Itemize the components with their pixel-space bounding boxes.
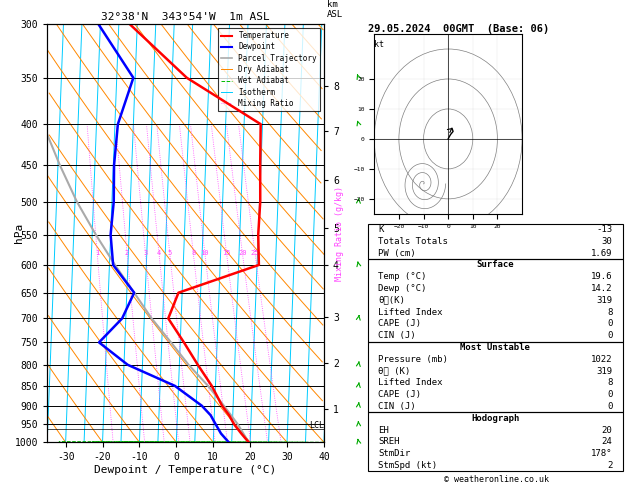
Title: 32°38'N  343°54'W  1m ASL: 32°38'N 343°54'W 1m ASL xyxy=(101,12,270,22)
Text: 178°: 178° xyxy=(591,449,613,458)
Bar xyxy=(368,413,623,471)
Text: 20: 20 xyxy=(238,250,247,256)
Text: 19.6: 19.6 xyxy=(591,272,613,281)
Bar xyxy=(368,342,623,413)
Text: hPa: hPa xyxy=(14,223,25,243)
Text: 2: 2 xyxy=(607,461,613,470)
Text: Mixing Ratio (g/kg): Mixing Ratio (g/kg) xyxy=(335,186,344,281)
Text: LCL: LCL xyxy=(309,421,324,431)
Legend: Temperature, Dewpoint, Parcel Trajectory, Dry Adiabat, Wet Adiabat, Isotherm, Mi: Temperature, Dewpoint, Parcel Trajectory… xyxy=(218,28,320,111)
Text: CIN (J): CIN (J) xyxy=(378,402,416,411)
Text: 1.69: 1.69 xyxy=(591,248,613,258)
Text: 5: 5 xyxy=(167,250,172,256)
Text: 0: 0 xyxy=(607,390,613,399)
Text: 1: 1 xyxy=(95,250,99,256)
Text: -13: -13 xyxy=(596,225,613,234)
Text: 24: 24 xyxy=(602,437,613,447)
Text: © weatheronline.co.uk: © weatheronline.co.uk xyxy=(445,474,549,484)
Text: CAPE (J): CAPE (J) xyxy=(378,319,421,329)
Text: 3: 3 xyxy=(143,250,148,256)
Text: 20: 20 xyxy=(602,426,613,434)
X-axis label: Dewpoint / Temperature (°C): Dewpoint / Temperature (°C) xyxy=(94,465,277,475)
Text: 8: 8 xyxy=(191,250,196,256)
Text: kt: kt xyxy=(374,40,384,49)
Text: PW (cm): PW (cm) xyxy=(378,248,416,258)
Text: Lifted Index: Lifted Index xyxy=(378,308,443,316)
Bar xyxy=(368,259,623,342)
Bar xyxy=(368,224,623,259)
Text: CIN (J): CIN (J) xyxy=(378,331,416,340)
Text: 8: 8 xyxy=(607,379,613,387)
Text: θᴄ(K): θᴄ(K) xyxy=(378,296,405,305)
Text: CAPE (J): CAPE (J) xyxy=(378,390,421,399)
Text: θᴄ (K): θᴄ (K) xyxy=(378,366,410,376)
Text: km
ASL: km ASL xyxy=(327,0,343,19)
Text: 0: 0 xyxy=(607,402,613,411)
Text: 30: 30 xyxy=(602,237,613,246)
Text: Totals Totals: Totals Totals xyxy=(378,237,448,246)
Text: Surface: Surface xyxy=(477,260,514,269)
Text: 0: 0 xyxy=(607,319,613,329)
Text: 14.2: 14.2 xyxy=(591,284,613,293)
Text: Hodograph: Hodograph xyxy=(471,414,520,423)
Text: 319: 319 xyxy=(596,366,613,376)
Text: StmSpd (kt): StmSpd (kt) xyxy=(378,461,437,470)
Text: EH: EH xyxy=(378,426,389,434)
Text: Most Unstable: Most Unstable xyxy=(460,343,530,352)
Text: 25: 25 xyxy=(251,250,259,256)
Text: Lifted Index: Lifted Index xyxy=(378,379,443,387)
Text: Pressure (mb): Pressure (mb) xyxy=(378,355,448,364)
Text: K: K xyxy=(378,225,384,234)
Text: 319: 319 xyxy=(596,296,613,305)
Text: 8: 8 xyxy=(607,308,613,316)
Text: SREH: SREH xyxy=(378,437,399,447)
Text: 2: 2 xyxy=(125,250,129,256)
Text: 10: 10 xyxy=(201,250,209,256)
Text: Temp (°C): Temp (°C) xyxy=(378,272,426,281)
Text: 1022: 1022 xyxy=(591,355,613,364)
Text: StmDir: StmDir xyxy=(378,449,410,458)
Text: 0: 0 xyxy=(607,331,613,340)
Text: Dewp (°C): Dewp (°C) xyxy=(378,284,426,293)
Text: 4: 4 xyxy=(157,250,161,256)
Text: 29.05.2024  00GMT  (Base: 06): 29.05.2024 00GMT (Base: 06) xyxy=(368,24,549,35)
Text: 15: 15 xyxy=(222,250,231,256)
